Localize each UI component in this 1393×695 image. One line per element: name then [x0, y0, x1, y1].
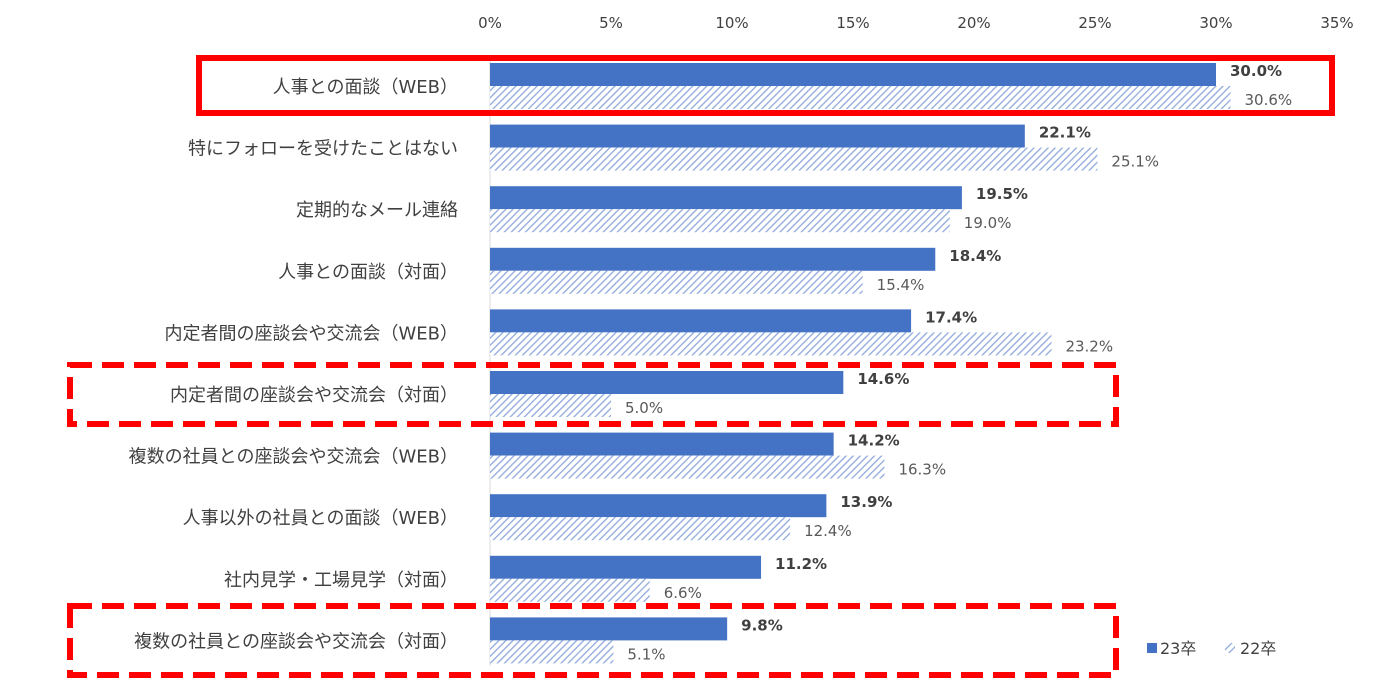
- data-label-22-sotsu: 6.6%: [664, 584, 702, 602]
- data-label-22-sotsu: 25.1%: [1111, 153, 1159, 171]
- bar-23-sotsu: [490, 555, 762, 579]
- legend-label-23-sotsu: 23卒: [1160, 639, 1196, 658]
- bar-22-sotsu: [490, 86, 1231, 109]
- data-label-23-sotsu: 9.8%: [741, 616, 783, 634]
- bar-23-sotsu: [490, 494, 827, 518]
- data-label-23-sotsu: 14.6%: [857, 370, 909, 388]
- data-label-23-sotsu: 11.2%: [775, 555, 827, 573]
- x-tick-label: 35%: [1320, 14, 1353, 32]
- bar-23-sotsu: [490, 617, 728, 641]
- bar-22-sotsu: [490, 147, 1098, 171]
- x-tick-label: 25%: [1078, 14, 1111, 32]
- category-label: 内定者間の座談会や交流会（対面）: [170, 385, 458, 406]
- highlight-frame: [196, 55, 1335, 116]
- category-label: 定期的なメール連絡: [296, 200, 458, 221]
- bar-22-sotsu: [490, 578, 650, 602]
- bar-23-sotsu: [490, 63, 1216, 86]
- bar-23-sotsu: [490, 247, 936, 271]
- x-tick-label: 0%: [478, 14, 502, 32]
- data-label-22-sotsu: 16.3%: [898, 461, 946, 479]
- bar-22-sotsu: [490, 455, 885, 479]
- data-label-23-sotsu: 14.2%: [848, 432, 900, 450]
- bar-23-sotsu: [490, 371, 844, 394]
- category-label: 内定者間の座談会や交流会（WEB）: [164, 323, 458, 344]
- bar-22-sotsu: [490, 394, 611, 417]
- x-tick-label: 5%: [599, 14, 623, 32]
- bar-22-sotsu: [490, 517, 791, 541]
- bar-23-sotsu: [490, 186, 962, 210]
- data-label-23-sotsu: 19.5%: [976, 185, 1028, 203]
- data-label-22-sotsu: 12.4%: [804, 522, 852, 540]
- legend: 23卒 22卒: [1147, 639, 1276, 658]
- data-label-22-sotsu: 15.4%: [877, 276, 925, 294]
- x-tick-label: 20%: [957, 14, 990, 32]
- bar-22-sotsu: [490, 270, 863, 294]
- bar-22-sotsu: [490, 332, 1052, 356]
- bar-23-sotsu: [490, 432, 834, 456]
- plot-area: 30.0% 30.6% 22.1% 25.1% 19.5% 19.0% 18.4% 15.4%…: [490, 62, 1293, 664]
- highlight-frame: [67, 603, 1119, 678]
- data-label-22-sotsu: 5.1%: [627, 645, 665, 663]
- legend-label-22-sotsu: 22卒: [1240, 639, 1276, 658]
- bar-23-sotsu: [490, 124, 1025, 148]
- data-label-23-sotsu: 30.0%: [1230, 62, 1282, 80]
- category-label: 複数の社員との座談会や交流会（WEB）: [129, 447, 458, 468]
- legend-swatch-23-sotsu: [1147, 643, 1157, 653]
- x-tick-label: 15%: [836, 14, 869, 32]
- category-label: 人事以外の社員との面談（WEB）: [183, 508, 458, 529]
- bar-22-sotsu: [490, 209, 950, 233]
- data-label-22-sotsu: 5.0%: [625, 399, 663, 417]
- data-label-22-sotsu: 23.2%: [1065, 337, 1113, 355]
- category-label: 社内見学・工場見学（対面）: [224, 570, 458, 591]
- data-label-22-sotsu: 30.6%: [1245, 91, 1293, 109]
- bar-23-sotsu: [490, 309, 912, 333]
- x-axis: 0% 5% 10% 15% 20% 25% 30% 35% 人事との面談（WEB） 特にフォローを…: [129, 14, 1354, 666]
- data-label-23-sotsu: 17.4%: [925, 308, 977, 326]
- highlight-frame: [67, 362, 1119, 427]
- category-label: 特にフォローを受けたことはない: [188, 139, 458, 160]
- highlight-boxes: [67, 55, 1335, 678]
- legend-swatch-22-sotsu: [1225, 643, 1235, 653]
- data-label-23-sotsu: 18.4%: [949, 247, 1001, 265]
- category-label: 人事との面談（対面）: [278, 262, 458, 283]
- data-label-22-sotsu: 19.0%: [964, 214, 1012, 232]
- data-label-23-sotsu: 22.1%: [1039, 124, 1091, 142]
- x-tick-label: 10%: [715, 14, 748, 32]
- category-label: 人事との面談（WEB）: [273, 77, 458, 98]
- x-tick-label: 30%: [1199, 14, 1232, 32]
- data-label-23-sotsu: 13.9%: [840, 493, 892, 511]
- bar-22-sotsu: [490, 640, 614, 664]
- category-label: 複数の社員との座談会や交流会（対面）: [134, 631, 458, 652]
